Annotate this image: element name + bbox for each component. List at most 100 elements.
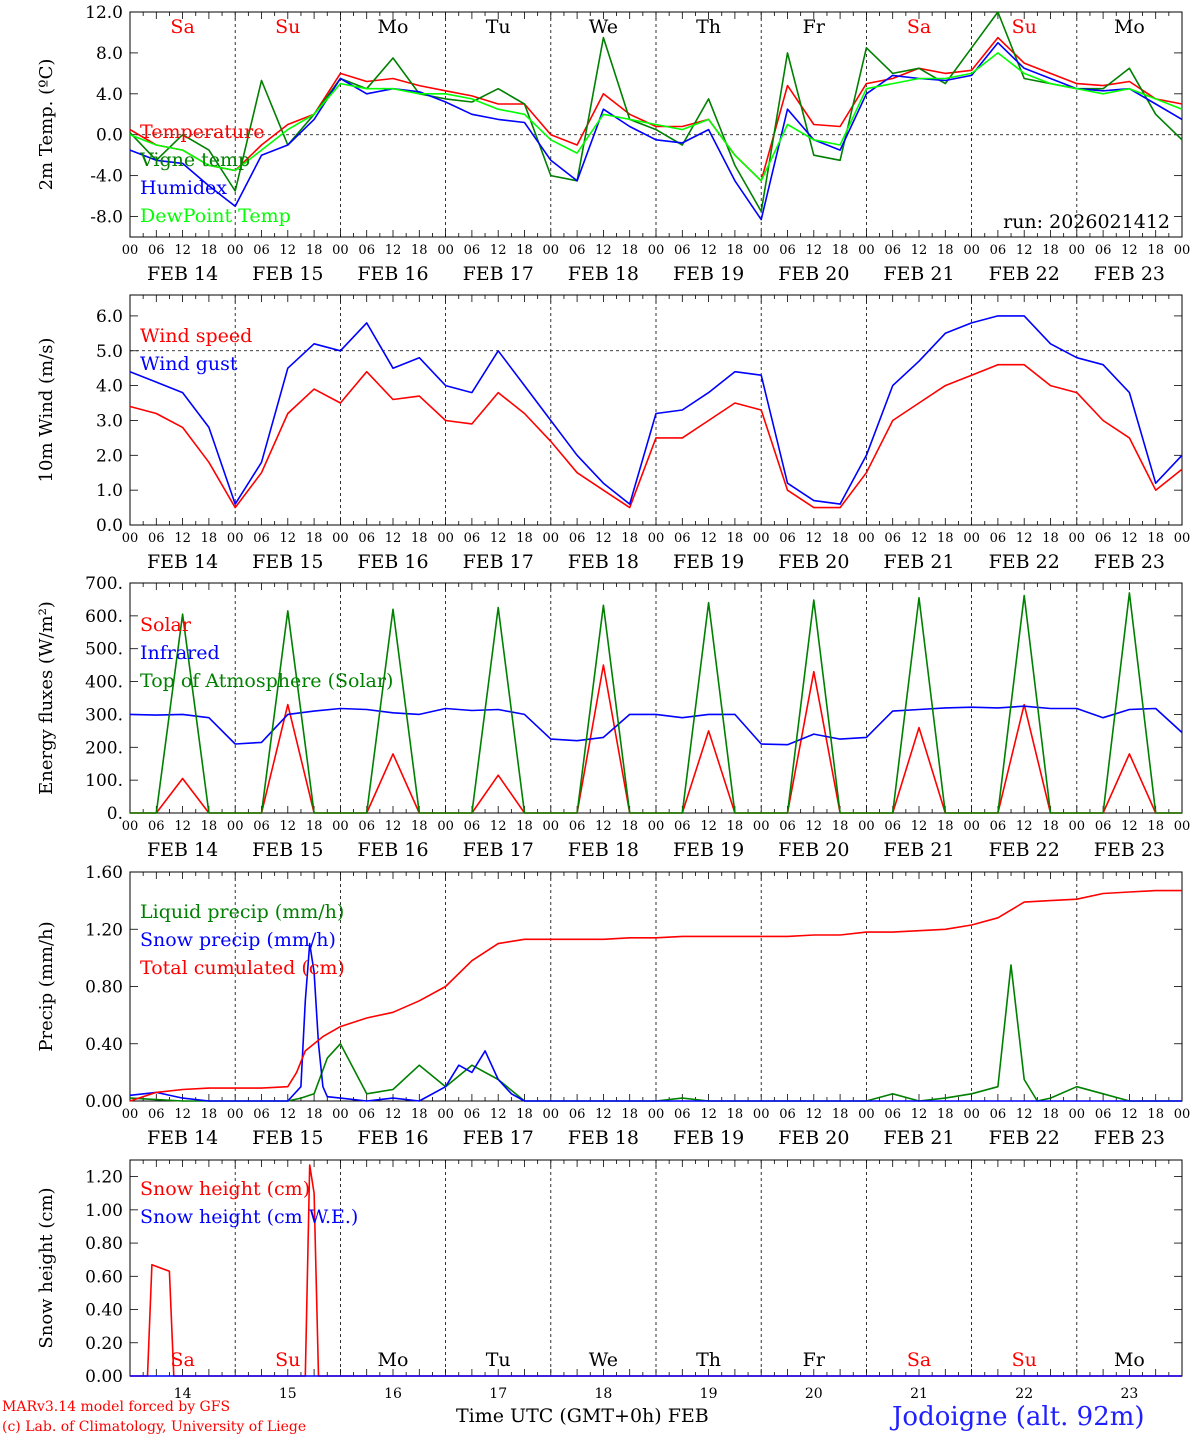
date-label: FEB 17: [463, 1127, 534, 1149]
hour-tick-label: 00: [437, 243, 454, 258]
hour-tick-label: 12: [385, 819, 402, 834]
day-number-label: 15: [279, 1386, 297, 1402]
weekday-label: Mo: [1114, 16, 1145, 38]
hour-tick-label: 12: [806, 819, 823, 834]
date-label: FEB 18: [568, 1127, 639, 1149]
hour-tick-label: 00: [437, 531, 454, 546]
y-tick-label: 600.: [85, 607, 123, 627]
legend-entry: Humidex: [140, 177, 227, 199]
y-tick-label: 0.40: [85, 1301, 123, 1321]
hour-tick-label: 18: [937, 1107, 954, 1122]
hour-tick-label: 00: [963, 531, 980, 546]
weekday-label: Tu: [486, 1349, 511, 1371]
date-label: FEB 19: [673, 263, 744, 285]
date-label: FEB 15: [252, 1127, 323, 1149]
legend-entry: Temperature: [140, 121, 264, 143]
hour-tick-label: 12: [595, 243, 612, 258]
legend-entry: Vigne temp: [139, 149, 250, 171]
hour-tick-label: 06: [464, 1107, 481, 1122]
hour-tick-label: 12: [1121, 243, 1138, 258]
hour-tick-label: 00: [437, 819, 454, 834]
hour-tick-label: 18: [621, 243, 638, 258]
date-label: FEB 22: [989, 551, 1060, 573]
hour-tick-label: 06: [569, 243, 586, 258]
hour-tick-label: 12: [174, 819, 191, 834]
hour-tick-label: 18: [411, 243, 428, 258]
hour-tick-label: 06: [464, 819, 481, 834]
hour-tick-label: 18: [727, 531, 744, 546]
y-tick-label: 300.: [85, 705, 123, 725]
hour-tick-label: 18: [727, 819, 744, 834]
hour-tick-label: 18: [937, 531, 954, 546]
hour-tick-label: 00: [227, 1107, 244, 1122]
hour-tick-label: 18: [621, 1107, 638, 1122]
run-annotation: run: 2026021412: [1003, 211, 1170, 233]
hour-tick-label: 06: [148, 531, 165, 546]
hour-tick-label: 18: [1147, 243, 1164, 258]
date-label: FEB 15: [252, 839, 323, 861]
hour-tick-label: 06: [569, 819, 586, 834]
hour-tick-label: 18: [411, 1107, 428, 1122]
series-line: [130, 592, 1182, 814]
hour-tick-label: 00: [648, 819, 665, 834]
legend-entry: Wind speed: [140, 325, 252, 347]
hour-tick-label: 18: [1042, 243, 1059, 258]
legend-entry: Top of Atmosphere (Solar): [140, 670, 393, 692]
hour-tick-label: 06: [884, 243, 901, 258]
hour-tick-label: 18: [306, 819, 323, 834]
y-axis-title: Precip (mm/h): [36, 921, 57, 1051]
date-label: FEB 19: [673, 551, 744, 573]
hour-tick-label: 12: [806, 243, 823, 258]
hour-tick-label: 12: [1121, 1107, 1138, 1122]
hour-tick-label: 18: [516, 243, 533, 258]
weekday-label: Fr: [803, 16, 826, 38]
y-tick-label: -8.0: [90, 208, 123, 228]
hour-tick-label: 00: [122, 1107, 139, 1122]
y-tick-label: 700.: [85, 574, 123, 594]
y-axis-title: 10m Wind (m/s): [36, 338, 57, 483]
hour-tick-label: 18: [937, 243, 954, 258]
hour-tick-label: 12: [280, 1107, 297, 1122]
hour-tick-label: 18: [1042, 531, 1059, 546]
hour-tick-label: 00: [122, 243, 139, 258]
legend-entry: Snow height (cm): [140, 1178, 310, 1200]
hour-tick-label: 06: [464, 531, 481, 546]
hour-tick-label: 00: [1174, 531, 1191, 546]
day-number-label: 20: [805, 1386, 823, 1402]
hour-tick-label: 00: [1069, 819, 1086, 834]
hour-tick-label: 00: [858, 1107, 875, 1122]
hour-tick-label: 12: [490, 1107, 507, 1122]
y-tick-label: 500.: [85, 640, 123, 660]
hour-tick-label: 06: [1095, 531, 1112, 546]
hour-tick-label: 06: [779, 819, 796, 834]
hour-tick-label: 18: [727, 243, 744, 258]
y-tick-label: 0.80: [85, 1234, 123, 1254]
hour-tick-label: 00: [543, 819, 560, 834]
hour-tick-label: 18: [1042, 1107, 1059, 1122]
hour-tick-label: 06: [253, 531, 270, 546]
y-tick-label: 0.00: [85, 1092, 123, 1112]
hour-tick-label: 12: [806, 1107, 823, 1122]
hour-tick-label: 18: [727, 1107, 744, 1122]
legend-entry: Liquid precip (mm/h): [140, 901, 344, 923]
weekday-label: Mo: [1114, 1349, 1145, 1371]
hour-tick-label: 00: [543, 243, 560, 258]
y-tick-label: 3.0: [96, 411, 123, 431]
hour-tick-label: 00: [963, 1107, 980, 1122]
hour-tick-label: 06: [884, 531, 901, 546]
hour-tick-label: 12: [385, 531, 402, 546]
y-tick-label: 200.: [85, 738, 123, 758]
hour-tick-label: 18: [516, 1107, 533, 1122]
date-label: FEB 14: [147, 1127, 218, 1149]
hour-tick-label: 06: [148, 243, 165, 258]
y-tick-label: 4.0: [96, 85, 123, 105]
weekday-label: Su: [1012, 1349, 1037, 1371]
hour-tick-label: 06: [358, 243, 375, 258]
hour-tick-label: 06: [253, 243, 270, 258]
hour-tick-label: 18: [306, 531, 323, 546]
hour-tick-label: 00: [227, 243, 244, 258]
hour-tick-label: 12: [490, 243, 507, 258]
series-line: [129, 363, 1183, 509]
hour-tick-label: 06: [884, 1107, 901, 1122]
hour-tick-label: 06: [1095, 1107, 1112, 1122]
